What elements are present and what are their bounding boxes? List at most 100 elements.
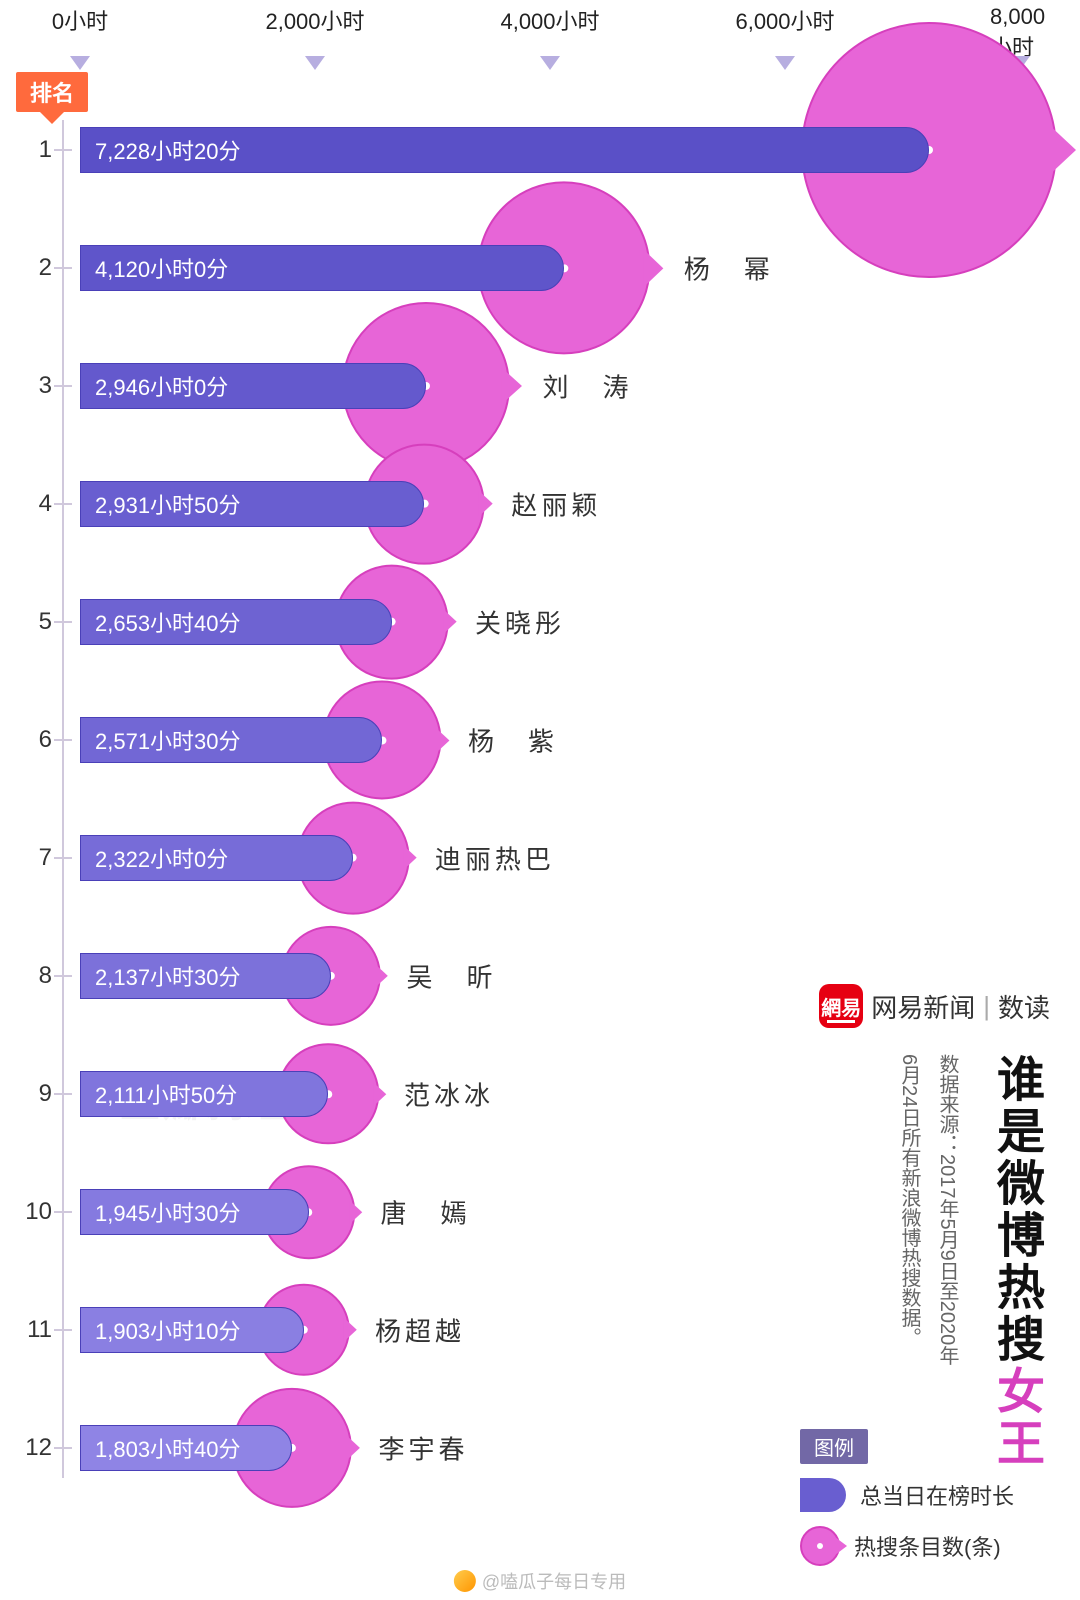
bubble-tip-icon bbox=[435, 727, 449, 753]
axis-tick-icon bbox=[775, 56, 795, 70]
bar-label: 7,228小时20分 bbox=[95, 134, 241, 166]
axis-tick-icon bbox=[70, 56, 90, 70]
hours-bar: 1,903小时10分 bbox=[80, 1307, 304, 1353]
hours-bar: 1,945小时30分 bbox=[80, 1189, 309, 1235]
rank-number: 6 bbox=[8, 726, 52, 754]
axis-label: 6,000小时 bbox=[735, 4, 834, 36]
bar-label: 1,945小时30分 bbox=[95, 1196, 241, 1228]
rank-tick bbox=[54, 621, 72, 623]
rank-tick bbox=[54, 857, 72, 859]
rank-tick bbox=[54, 739, 72, 741]
main-title: 谁是微博热搜女王 bbox=[980, 1054, 1050, 1470]
bar-label: 2,111小时50分 bbox=[95, 1078, 237, 1110]
bubble-tip-icon bbox=[346, 1435, 360, 1461]
axis-label: 2,000小时 bbox=[265, 4, 364, 36]
subtitle-line-2: 6月24日所有新浪微博热搜数据。 bbox=[898, 1054, 920, 1347]
rank-tick bbox=[54, 1211, 72, 1213]
bubble-tip-icon bbox=[444, 610, 457, 634]
rank-number: 3 bbox=[8, 372, 52, 400]
bar-label: 2,322小时0分 bbox=[95, 842, 228, 874]
legend-bar-label: 总当日在榜时长 bbox=[860, 1479, 1014, 1511]
legend-bubble-label: 热搜条目数(条) bbox=[854, 1530, 1001, 1562]
rank-tick bbox=[54, 1093, 72, 1095]
person-name: 唐 嫣 bbox=[381, 1194, 471, 1231]
bubble-tip-icon bbox=[373, 1082, 386, 1106]
legend-bar-row: 总当日在榜时长 bbox=[800, 1478, 1050, 1512]
hours-bar: 7,228小时20分 bbox=[80, 127, 929, 173]
bubble-tip-icon bbox=[344, 1318, 357, 1342]
person-name: 刘 涛 bbox=[543, 368, 633, 405]
bubble-tip-icon bbox=[479, 491, 493, 517]
rank-number: 10 bbox=[8, 1198, 52, 1226]
title-pre: 谁是微博热搜 bbox=[989, 1054, 1042, 1366]
rank-number: 9 bbox=[8, 1080, 52, 1108]
hours-bar: 2,653小时40分 bbox=[80, 599, 392, 645]
rank-tick bbox=[54, 385, 72, 387]
bubble-tip-icon bbox=[1046, 122, 1076, 178]
person-name: 赵丽颖 bbox=[511, 486, 601, 523]
legend-title: 图例 bbox=[800, 1429, 868, 1464]
legend-bubble-row: 热搜条目数(条) bbox=[800, 1526, 1050, 1566]
bubble-tip-icon bbox=[502, 368, 522, 404]
watermark-text: @嗑瓜子每日专用 bbox=[482, 1568, 626, 1594]
rank-rail bbox=[62, 120, 64, 1478]
hours-bar: 2,322小时0分 bbox=[80, 835, 353, 881]
axis-tick-icon bbox=[540, 56, 560, 70]
hours-bar: 2,571小时30分 bbox=[80, 717, 382, 763]
bar-label: 4,120小时0分 bbox=[95, 252, 228, 284]
bubble-tip-icon bbox=[375, 964, 388, 988]
person-name: 关晓彤 bbox=[475, 604, 565, 641]
person-name: 杨 紫 bbox=[468, 722, 558, 759]
rank-number: 4 bbox=[8, 490, 52, 518]
subtitle: 数据来源：2017年5月9日至2020年 6月24日所有新浪微博热搜数据。 bbox=[890, 1054, 966, 1365]
rank-tick bbox=[54, 1447, 72, 1449]
person-name: 迪丽热巴 bbox=[435, 840, 555, 877]
hours-bar: 2,931小时50分 bbox=[80, 481, 424, 527]
hours-bar: 2,137小时30分 bbox=[80, 953, 331, 999]
brand-name: 网易新闻 bbox=[871, 988, 975, 1025]
rank-number: 12 bbox=[8, 1434, 52, 1462]
rank-badge: 排名 bbox=[16, 72, 88, 112]
watermark: @嗑瓜子每日专用 bbox=[454, 1568, 626, 1594]
info-panel: 網易 网易新闻 | 数读 谁是微博热搜女王 数据来源：2017年5月9日至202… bbox=[790, 984, 1050, 1470]
rank-number: 2 bbox=[8, 254, 52, 282]
brand-logo-icon: 網易 bbox=[819, 984, 863, 1028]
bubble-tip-icon bbox=[403, 846, 416, 870]
bar-label: 2,931小时50分 bbox=[95, 488, 241, 520]
brand-sub: 数读 bbox=[998, 988, 1050, 1025]
bar-label: 2,946小时0分 bbox=[95, 370, 228, 402]
rank-tick bbox=[54, 149, 72, 151]
brand-block: 網易 网易新闻 | 数读 bbox=[790, 984, 1050, 1028]
bubble-tip-icon bbox=[349, 1200, 362, 1224]
bar-label: 1,803小时40分 bbox=[95, 1432, 241, 1464]
axis-label: 0小时 bbox=[52, 4, 108, 36]
bubble-tip-icon bbox=[643, 249, 663, 287]
rank-tick bbox=[54, 1329, 72, 1331]
legend-block: 图例 总当日在榜时长 热搜条目数(条) bbox=[800, 1429, 1050, 1580]
person-name: 范冰冰 bbox=[404, 1076, 494, 1113]
hours-bar: 2,946小时0分 bbox=[80, 363, 426, 409]
rank-number: 11 bbox=[8, 1316, 52, 1344]
axis-label: 4,000小时 bbox=[500, 4, 599, 36]
bar-label: 2,137小时30分 bbox=[95, 960, 241, 992]
person-name: 李宇春 bbox=[379, 1430, 469, 1467]
bar-label: 2,653小时40分 bbox=[95, 606, 241, 638]
rank-tick bbox=[54, 975, 72, 977]
rank-tick bbox=[54, 503, 72, 505]
bar-label: 1,903小时10分 bbox=[95, 1314, 241, 1346]
watermark-icon bbox=[454, 1570, 476, 1592]
person-name: 杨超越 bbox=[375, 1312, 465, 1349]
person-name: 吴 昕 bbox=[406, 958, 496, 995]
hours-bar: 1,803小时40分 bbox=[80, 1425, 292, 1471]
legend-bubble-icon bbox=[800, 1526, 840, 1566]
hours-bar: 2,111小时50分 bbox=[80, 1071, 328, 1117]
rank-tick bbox=[54, 267, 72, 269]
hours-bar: 4,120小时0分 bbox=[80, 245, 564, 291]
bar-label: 2,571小时30分 bbox=[95, 724, 241, 756]
axis-tick-icon bbox=[305, 56, 325, 70]
person-name: 杨 幂 bbox=[684, 250, 774, 287]
rank-number: 1 bbox=[8, 136, 52, 164]
legend-bar-icon bbox=[800, 1478, 846, 1512]
rank-number: 7 bbox=[8, 844, 52, 872]
rank-number: 8 bbox=[8, 962, 52, 990]
